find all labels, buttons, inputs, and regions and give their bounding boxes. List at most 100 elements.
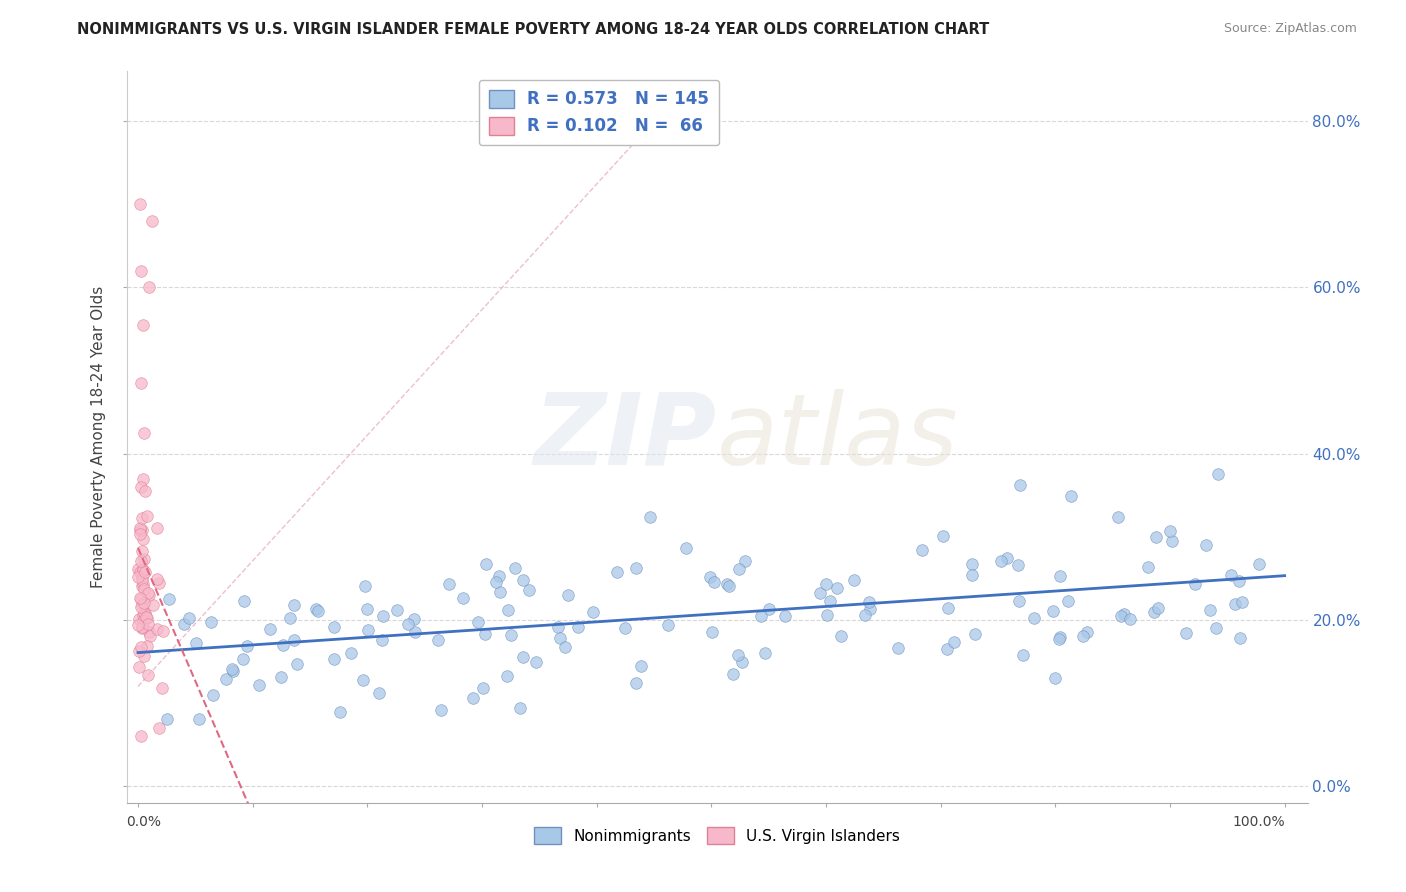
Point [1144,530,1167,544]
Point [129,554,152,568]
Point [960,557,983,571]
Point [128,659,150,673]
Point [131,511,153,525]
Point [150,681,173,695]
Point [132,563,155,577]
Point [396,616,419,631]
Point [1060,489,1083,503]
Point [136,617,159,632]
Point [626,561,648,575]
Point [728,561,751,575]
Point [371,609,394,624]
Point [606,565,628,579]
Point [179,611,201,625]
Point [356,602,378,616]
Point [232,594,254,608]
Point [128,612,150,626]
Point [285,657,308,671]
Point [509,700,531,714]
Point [132,563,155,577]
Point [703,574,725,589]
Point [323,620,346,634]
Point [1229,631,1251,645]
Point [1220,568,1243,582]
Point [1146,601,1168,615]
Point [427,633,450,648]
Point [1071,629,1094,643]
Point [1143,605,1166,619]
Point [965,627,987,641]
Point [749,609,772,624]
Point [1076,624,1098,639]
Point [1184,577,1206,591]
Legend: Nonimmigrants, U.S. Virgin Islanders: Nonimmigrants, U.S. Virgin Islanders [527,822,907,850]
Point [131,578,153,592]
Point [554,640,576,654]
Point [127,617,149,632]
Point [512,574,534,588]
Point [131,570,153,584]
Point [148,721,170,735]
Point [484,575,506,590]
Point [727,648,749,662]
Point [138,280,160,294]
Point [1247,557,1270,571]
Point [371,633,394,648]
Point [131,376,153,390]
Point [630,658,652,673]
Point [135,611,157,625]
Point [132,532,155,546]
Point [146,622,169,636]
Point [699,570,721,584]
Point [138,624,160,639]
Point [127,570,149,584]
Point [734,553,756,567]
Point [1114,607,1136,622]
Point [1043,671,1066,685]
Point [936,642,959,657]
Point [129,640,152,654]
Point [1049,569,1071,583]
Point [1047,632,1070,646]
Text: NONIMMIGRANTS VS U.S. VIRGIN ISLANDER FEMALE POVERTY AMONG 18-24 YEAR OLDS CORRE: NONIMMIGRANTS VS U.S. VIRGIN ISLANDER FE… [77,22,990,37]
Point [1109,608,1132,623]
Point [855,607,877,622]
Point [488,569,510,583]
Point [943,635,966,649]
Point [467,615,489,629]
Point [136,508,159,523]
Point [129,197,152,211]
Point [307,604,329,618]
Point [129,565,152,579]
Point [200,615,222,630]
Point [503,561,526,575]
Point [201,688,224,702]
Point [1008,594,1031,608]
Point [357,623,380,637]
Point [815,608,838,623]
Point [273,638,295,652]
Point [134,565,156,579]
Point [135,610,157,624]
Point [138,588,160,602]
Point [488,584,510,599]
Point [131,598,153,612]
Point [995,551,1018,566]
Point [368,686,391,700]
Point [1175,626,1198,640]
Point [858,594,880,608]
Point [131,472,153,486]
Point [859,601,882,615]
Point [404,611,426,625]
Point [142,598,165,612]
Point [305,602,328,616]
Point [146,573,169,587]
Point [830,629,852,643]
Text: 100.0%: 100.0% [1232,815,1285,830]
Point [495,669,517,683]
Point [932,529,955,543]
Point [128,644,150,658]
Point [844,573,866,587]
Point [1198,602,1220,616]
Point [437,577,460,591]
